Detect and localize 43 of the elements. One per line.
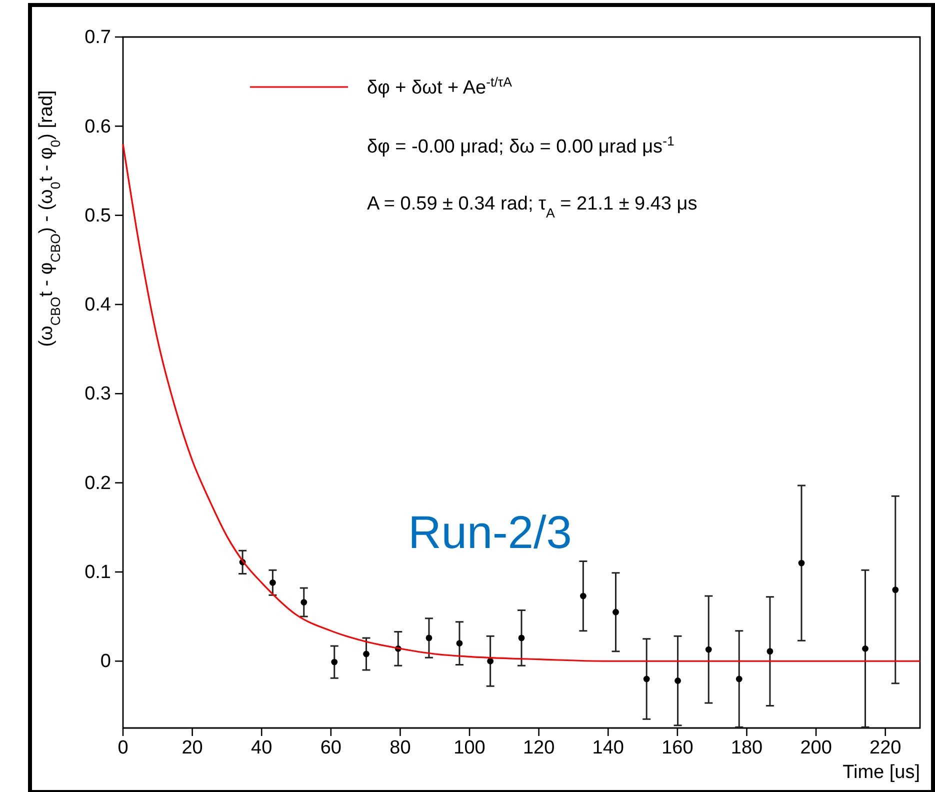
point — [331, 658, 338, 666]
x-tick-label: 40 — [251, 737, 272, 758]
annotation: A = 0.59 ± 0.34 rad; τ$_{A}$ = 21.1 ± 9.43 μs — [367, 194, 698, 220]
y-tick-label: 0 — [100, 651, 111, 672]
x-tick-label: 200 — [800, 737, 832, 758]
point — [426, 634, 432, 642]
x-tick-label: 220 — [869, 737, 902, 758]
point — [363, 650, 370, 658]
x-tick-label: 60 — [320, 737, 342, 758]
point — [643, 676, 650, 682]
point — [487, 658, 494, 664]
text: δφ + δωt + Ae$^{-t/τA}$ — [367, 74, 512, 99]
annotation: Run-2/3 — [408, 506, 572, 558]
point — [862, 645, 868, 652]
y-tick-label: 0.6 — [84, 116, 111, 138]
y-tick-label: 0.7 — [84, 27, 111, 48]
x-tick-label: 120 — [522, 737, 555, 758]
y-tick-label: 0.1 — [84, 562, 111, 584]
y-tick-label: 0.2 — [84, 472, 111, 494]
point — [580, 592, 586, 600]
point — [766, 648, 774, 655]
x-axis-title: Time [us] — [842, 762, 920, 783]
point — [674, 678, 681, 684]
point — [518, 634, 525, 642]
point — [736, 676, 742, 682]
x-tick-label: 20 — [182, 737, 203, 758]
x-tick-label: 180 — [730, 737, 763, 758]
point — [705, 646, 712, 653]
x-tick-label: 140 — [592, 737, 624, 758]
point — [892, 586, 899, 593]
point — [456, 640, 463, 646]
x-tick-label: 160 — [662, 737, 694, 758]
point — [612, 608, 619, 616]
y-tick-label: 0.3 — [84, 384, 111, 405]
x-tick-label: 80 — [390, 737, 411, 758]
annotation: δφ = -0.00 μrad; δω = 0.00 μrad μs$^{-1}$ — [367, 133, 674, 158]
point — [798, 560, 805, 566]
x-tick-label: 100 — [454, 737, 486, 758]
y-tick-label: 0.4 — [84, 294, 112, 316]
x-tick-label: 0 — [118, 737, 128, 758]
point — [300, 599, 308, 606]
point — [269, 579, 276, 586]
y-tick-label: 0.5 — [84, 205, 111, 226]
